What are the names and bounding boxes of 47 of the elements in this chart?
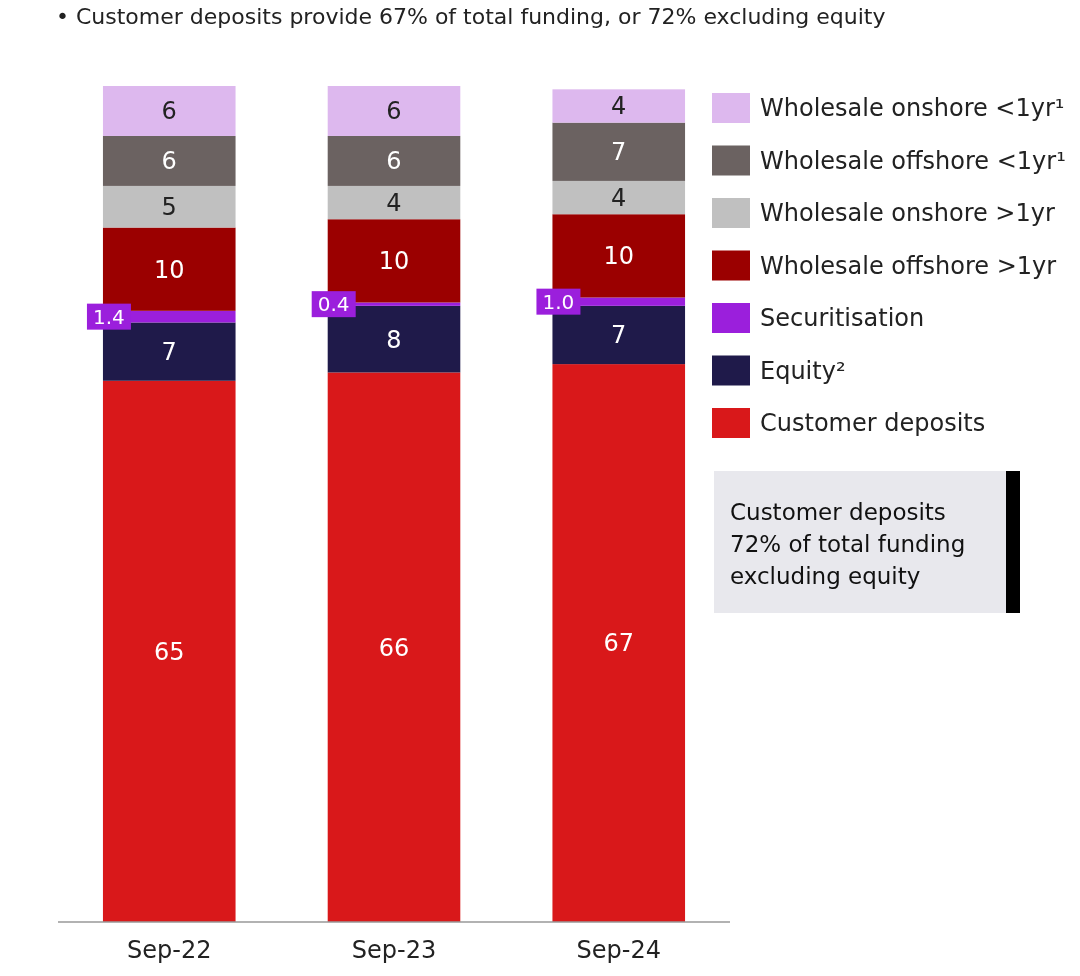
annotation: Customer deposits 72% of total funding excluding equity bbox=[730, 499, 966, 589]
bar bbox=[327, 372, 461, 922]
data-label: 4 bbox=[611, 183, 627, 212]
bar bbox=[327, 86, 461, 136]
data-label: 5 bbox=[161, 193, 177, 222]
legend-label: Customer deposits bbox=[760, 409, 986, 438]
data-label: 65 bbox=[153, 637, 185, 666]
x-tick-label: Sep-23 bbox=[351, 936, 437, 964]
bar bbox=[102, 227, 236, 311]
bar bbox=[327, 135, 461, 186]
bar bbox=[552, 180, 686, 215]
bar bbox=[102, 380, 236, 922]
data-label: 10 bbox=[153, 255, 185, 284]
bar bbox=[327, 185, 461, 220]
text: • Customer deposits provide 67% of total funding, or 72% excluding equity bbox=[56, 4, 886, 29]
data-label: 1.4 bbox=[93, 304, 125, 329]
legend-label: Equity² bbox=[760, 356, 846, 385]
data-label: 6 bbox=[386, 97, 402, 126]
bar bbox=[552, 122, 686, 181]
legend-label: Wholesale offshore <1yr¹ bbox=[760, 146, 1066, 175]
legend-label: Wholesale offshore >1yr bbox=[760, 251, 1057, 280]
bar bbox=[102, 86, 236, 136]
data-label: 10 bbox=[378, 247, 410, 276]
data-label: 66 bbox=[378, 633, 410, 662]
legend-label: Wholesale onshore >1yr bbox=[760, 199, 1055, 228]
legend-label: Wholesale onshore <1yr¹ bbox=[760, 94, 1065, 123]
bar bbox=[102, 135, 236, 186]
data-label: 4 bbox=[611, 92, 627, 121]
data-label: 0.4 bbox=[317, 292, 350, 317]
bar bbox=[552, 364, 686, 922]
data-label: 8 bbox=[386, 325, 402, 354]
data-label: 6 bbox=[161, 147, 177, 176]
data-label: 67 bbox=[603, 629, 635, 658]
data-label: 4 bbox=[386, 188, 402, 217]
bar bbox=[552, 89, 686, 123]
data-label: 7 bbox=[611, 321, 627, 350]
x-tick-label: Sep-24 bbox=[576, 936, 661, 964]
data-label: 6 bbox=[161, 97, 177, 126]
bar bbox=[102, 322, 236, 381]
x-tick-label: Sep-22 bbox=[127, 936, 212, 964]
data-label: 7 bbox=[611, 138, 627, 167]
data-label: 6 bbox=[386, 147, 402, 176]
data-label: 10 bbox=[603, 242, 635, 271]
legend-label: Securitisation bbox=[760, 304, 925, 333]
data-label: 7 bbox=[161, 338, 177, 367]
data-label: 1.0 bbox=[542, 289, 575, 314]
bar bbox=[102, 185, 236, 228]
